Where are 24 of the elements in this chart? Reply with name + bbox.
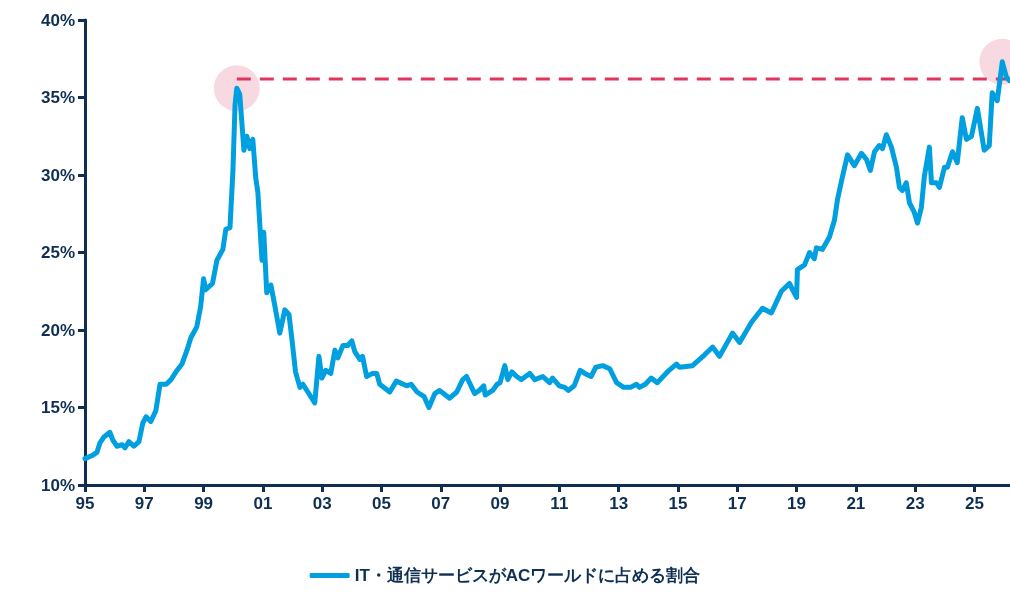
x-tick-label: 23 <box>905 494 925 513</box>
y-tick-label: 25% <box>40 243 75 262</box>
y-tick-label: 35% <box>40 88 75 107</box>
x-tick-label: 05 <box>372 494 391 513</box>
legend-label: IT・通信サービスがACワールドに占める割合 <box>354 566 701 585</box>
x-tick-label: 09 <box>490 494 510 513</box>
x-tick-label: 03 <box>312 494 332 513</box>
y-tick-label: 20% <box>40 320 75 340</box>
y-tick-label: 30% <box>40 165 75 185</box>
x-tick-label: 99 <box>194 494 214 513</box>
y-tick-label: 40% <box>40 10 75 30</box>
x-tick-label: 01 <box>253 494 273 513</box>
x-tick-label: 15 <box>668 494 688 513</box>
x-tick-label: 07 <box>431 494 451 513</box>
x-tick-label: 13 <box>609 494 629 513</box>
x-tick-label: 11 <box>550 494 569 513</box>
y-tick-label: 15% <box>40 398 75 417</box>
x-tick-label: 95 <box>75 494 95 513</box>
x-tick-label: 19 <box>787 494 806 513</box>
x-tick-label: 17 <box>727 494 747 513</box>
x-tick-label: 97 <box>134 494 154 513</box>
y-tick-label: 10% <box>40 475 75 495</box>
x-tick-label: 21 <box>846 494 866 513</box>
x-tick-label: 25 <box>964 494 984 513</box>
